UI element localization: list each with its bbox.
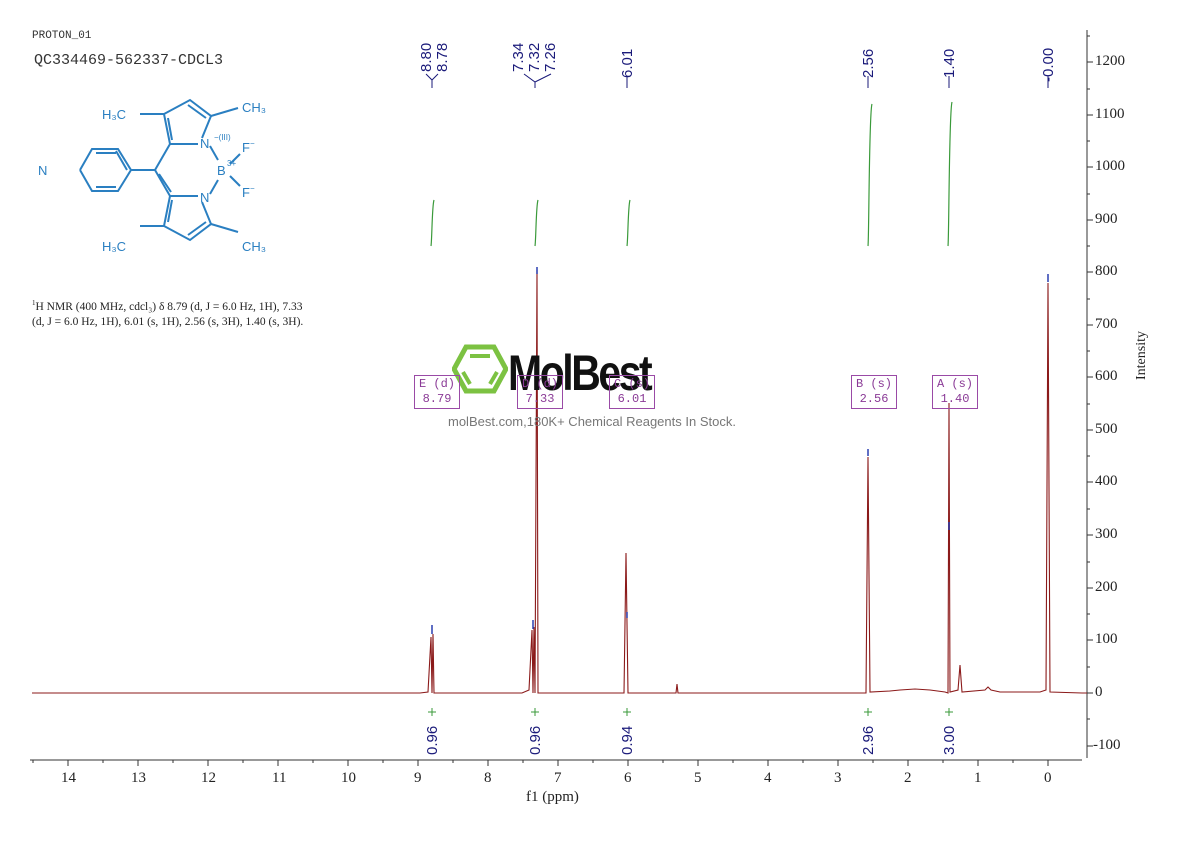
y-axis-label: Intensity xyxy=(1134,331,1149,380)
svg-text:H₃C: H₃C xyxy=(102,239,126,254)
peak-label: 6.01 xyxy=(619,48,636,78)
svg-text:B: B xyxy=(217,163,226,178)
svg-text:−: − xyxy=(250,184,255,193)
peak-label: 8.80 xyxy=(418,42,435,72)
peak-label: 1.40 xyxy=(941,48,958,78)
x-axis xyxy=(30,759,1082,766)
methyl-label: CH₃ xyxy=(242,100,266,115)
peak-label: 7.26 xyxy=(542,42,559,72)
svg-text:CH₃: CH₃ xyxy=(242,239,266,254)
integral-curves xyxy=(430,101,953,247)
peak-label: 8.78 xyxy=(434,42,451,72)
integral-value: 0.96 xyxy=(527,725,544,755)
integral-value: 2.96 xyxy=(860,725,877,755)
sample-id: QC334469-562337-CDCL3 xyxy=(34,52,224,69)
svg-text:3+: 3+ xyxy=(227,159,236,168)
peak-label: 7.34 xyxy=(510,42,527,72)
integral-value: 0.94 xyxy=(619,725,636,755)
svg-text:F: F xyxy=(242,140,250,155)
methyl-label: H₃C xyxy=(102,107,126,122)
chemical-structure: H₃C CH₃ N N −(III) B 3+ F − F − N H₃C CH₃ xyxy=(38,98,266,254)
multiplet-box-d: D (d) 7.33 xyxy=(517,375,563,409)
svg-text:N: N xyxy=(200,136,209,151)
peak-label: -0.00 xyxy=(1040,47,1057,82)
y-axis xyxy=(1086,30,1093,758)
experiment-name: PROTON_01 xyxy=(32,30,92,42)
integral-value: 0.96 xyxy=(424,725,441,755)
svg-text:−: − xyxy=(250,139,255,148)
molbest-logo-icon xyxy=(452,344,508,394)
svg-text:−(III): −(III) xyxy=(214,133,231,142)
peak-label: 7.32 xyxy=(526,42,543,72)
svg-text:N: N xyxy=(200,190,209,205)
watermark-tagline: molBest.com,180K+ Chemical Reagents In S… xyxy=(448,414,736,429)
multiplet-box-c: C (s) 6.01 xyxy=(609,375,655,409)
multiplet-box-e: E (d) 8.79 xyxy=(414,375,460,409)
nmr-description: 1H NMR (400 MHz, cdcl₃) δ 8.79 (d, J = 6… xyxy=(32,299,304,328)
svg-text:F: F xyxy=(242,185,250,200)
x-axis-label: f1 (ppm) xyxy=(526,789,579,805)
multiplet-box-a: A (s) 1.40 xyxy=(932,375,978,409)
peak-label: 2.56 xyxy=(860,48,877,78)
y-tick-labels: 1200 1100 1000 900 800 700 600 500 400 3… xyxy=(1093,53,1125,753)
x-tick-labels: 14 13 12 11 10 9 8 7 6 5 4 3 2 1 0 xyxy=(61,770,1052,786)
pyridine-n-label: N xyxy=(38,163,47,178)
watermark-brand: MolBest xyxy=(508,345,653,401)
spectrum-trace xyxy=(32,269,1083,694)
multiplet-box-b: B (s) 2.56 xyxy=(851,375,897,409)
integral-value: 3.00 xyxy=(941,725,958,755)
